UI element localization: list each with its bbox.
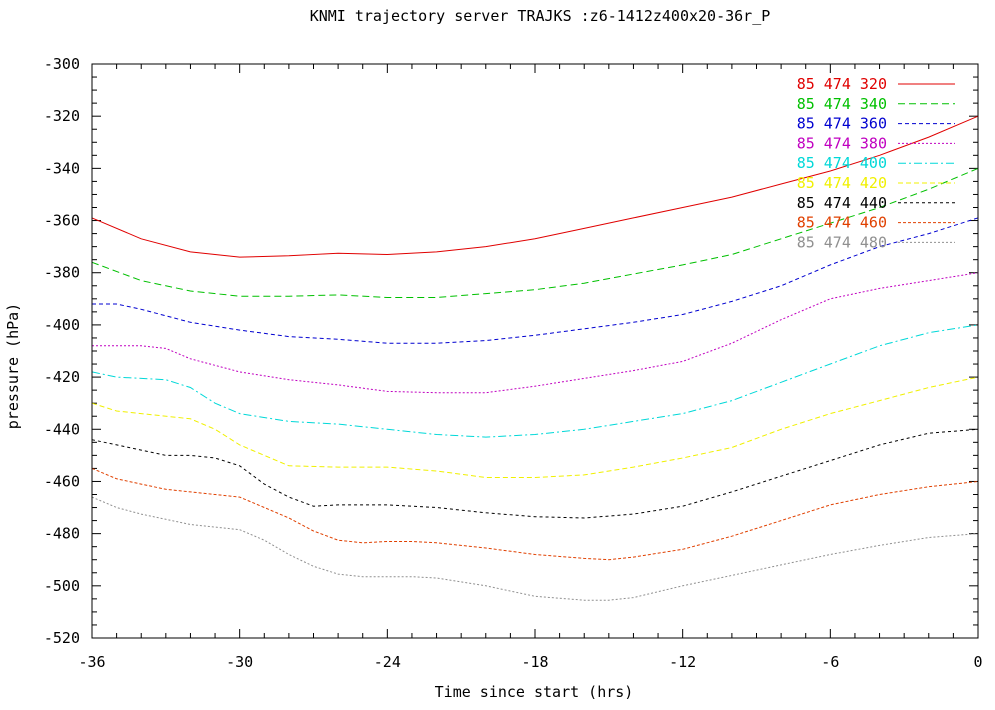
series-line-6 [91,376,979,478]
x-tick-label: -12 [669,653,696,671]
series-line-4 [92,272,979,394]
x-tick-label: -36 [78,653,105,671]
x-axis-label: Time since start (hrs) [435,683,634,701]
y-tick-label: -480 [44,525,80,543]
legend-label-2: 85 474 340 [797,95,887,113]
y-tick-label: -380 [44,264,80,282]
series-line-7 [91,428,979,519]
series-line-1 [91,115,979,258]
x-tick-label: -30 [226,653,253,671]
legend-label-6: 85 474 420 [797,174,887,192]
legend-label-3: 85 474 360 [797,115,887,133]
legend-label-5: 85 474 400 [797,154,887,172]
legend-label-9: 85 474 480 [797,233,887,251]
y-tick-label: -400 [44,316,80,334]
plot-frame [91,63,979,639]
plot-area: -300-320-340-360-380-400-420-440-460-480… [44,55,983,671]
x-tick-label: -6 [821,653,839,671]
y-tick-label: -340 [44,159,80,177]
series-line-8 [91,467,979,561]
series-line-2 [91,167,979,298]
series-line-5 [91,324,979,438]
series-line-3 [92,217,979,344]
chart-title: KNMI trajectory server TRAJKS :z6-1412z4… [310,7,771,25]
legend-label-7: 85 474 440 [797,194,887,212]
y-tick-label: -320 [44,107,80,125]
y-tick-label: -360 [44,212,80,230]
series-line-9 [91,496,979,601]
y-tick-label: -300 [44,55,80,73]
legend-label-8: 85 474 460 [797,214,887,232]
y-tick-label: -420 [44,368,80,386]
y-tick-label: -460 [44,472,80,490]
y-tick-label: -440 [44,420,80,438]
y-tick-label: -500 [44,577,80,595]
x-tick-label: -24 [374,653,401,671]
legend-label-1: 85 474 320 [797,75,887,93]
y-axis-label: pressure (hPa) [4,303,22,429]
y-tick-label: -520 [44,629,80,647]
x-tick-label: 0 [973,653,982,671]
x-tick-label: -18 [521,653,548,671]
legend-label-4: 85 474 380 [797,134,887,152]
